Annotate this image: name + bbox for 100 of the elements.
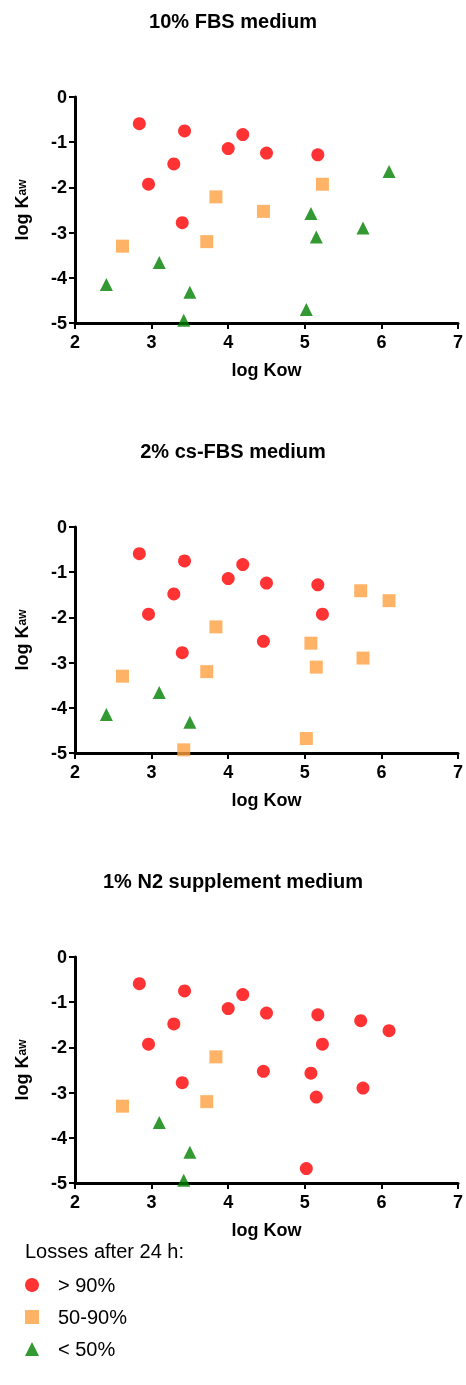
x-tick-label: 3 [146,332,157,352]
y-tick-label: -1 [50,132,67,153]
x-tick-label: 5 [299,1192,310,1212]
legend-title: Losses after 24 h: [25,1240,184,1262]
x-tick-label: 3 [146,1192,157,1212]
chart-title: 1% N2 supplement medium [102,870,364,892]
point [132,547,146,561]
point [356,651,370,665]
point [175,646,189,660]
point [304,207,318,221]
legend-label: 50-90% [58,1306,128,1328]
y-tick-label: -2 [50,607,67,628]
point [142,177,156,191]
y-tick-label: 0 [56,87,67,107]
point [209,1050,223,1064]
x-tick-label: 4 [223,762,234,782]
x-tick-label: 3 [146,762,157,782]
legend-label: < 50% [58,1338,116,1360]
point [260,576,273,590]
point [221,142,235,156]
point [311,148,325,162]
y-tick-label: 0 [56,947,67,967]
point [167,1017,181,1031]
point [354,584,368,598]
point [167,587,181,601]
y-tick-label: -4 [50,267,67,288]
point [382,165,396,179]
point [236,988,250,1002]
y-tick-label: -4 [50,697,67,718]
y-tick-label: 0 [56,517,67,537]
y-tick-label: -3 [50,222,67,243]
point [260,146,273,160]
x-tick-label: 2 [69,762,81,782]
point [315,177,329,191]
point [256,204,270,218]
point [304,636,318,650]
y-tick-label: -2 [50,1037,67,1058]
point [221,1002,235,1016]
chart-title: 10% FBS medium [149,10,317,32]
point [183,285,197,299]
x-tick-label: 7 [452,332,463,352]
point [311,578,325,592]
point [152,1115,166,1129]
point [260,1006,273,1020]
point [209,620,223,634]
point [209,190,223,204]
point [152,255,166,269]
point [315,607,329,621]
y-tick-label: -1 [50,562,67,583]
point [304,1066,318,1080]
point [177,743,191,757]
x-tick-label: 2 [69,1192,81,1212]
point [200,1095,214,1109]
y-tick-label: -4 [50,1127,67,1148]
y-tick-label: -5 [50,1173,67,1193]
point [309,660,323,674]
x-tick-label: 2 [69,332,81,352]
y-tick-label: -5 [50,743,67,763]
point [99,708,113,722]
point [299,1162,313,1176]
y-tick-label: -3 [50,652,67,673]
point [175,216,189,230]
point [221,572,235,586]
point [178,984,192,998]
point [311,1008,325,1022]
y-tick-label: -1 [50,992,67,1013]
point [299,302,313,316]
point [200,665,214,679]
point [142,1037,156,1051]
x-axis-title: log Kow [231,790,303,810]
x-tick-label: 4 [223,1192,234,1212]
point [177,1173,191,1187]
point [167,157,181,171]
point [175,1076,189,1090]
x-tick-label: 6 [376,1192,387,1212]
x-tick-label: 5 [299,762,310,782]
x-axis-title: log Kow [231,1220,303,1240]
point [132,977,146,991]
x-tick-label: 5 [299,332,310,352]
point [200,235,214,249]
point [354,1014,368,1028]
point [236,558,250,572]
point [142,607,156,621]
point [178,554,192,568]
x-tick-label: 7 [452,762,463,782]
point [115,669,129,683]
point [152,685,166,699]
point [99,278,113,292]
point [356,1081,370,1095]
point [132,117,146,131]
point [382,1024,396,1038]
legend-label: > 90% [58,1274,116,1296]
point [315,1037,329,1051]
point [115,239,129,253]
point [256,1064,270,1078]
point [309,230,323,244]
y-tick-label: -2 [50,177,67,198]
point [177,313,191,327]
x-tick-label: 6 [376,762,387,782]
point [256,634,270,648]
